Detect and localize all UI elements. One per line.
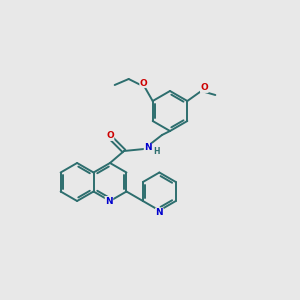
Text: H: H: [153, 146, 159, 155]
Text: O: O: [106, 131, 114, 140]
Text: O: O: [140, 79, 148, 88]
Text: N: N: [156, 208, 163, 217]
Text: N: N: [105, 196, 113, 206]
Text: N: N: [144, 143, 152, 152]
Text: O: O: [200, 83, 208, 92]
